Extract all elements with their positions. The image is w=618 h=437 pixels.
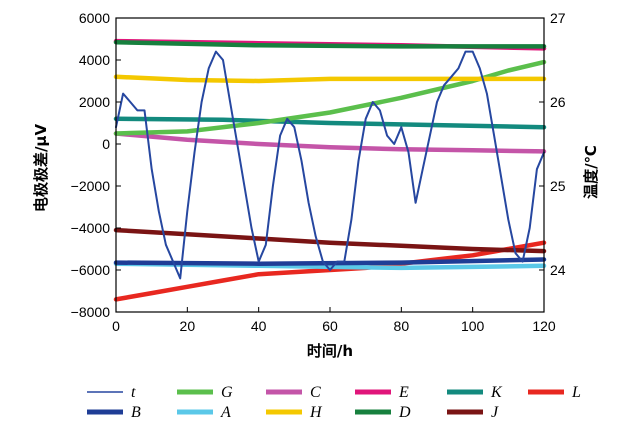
y-axis-left: 6000 4000 2000 0 −2000 −4000 −6000 −8000 xyxy=(71,10,121,320)
series-line-B xyxy=(113,257,547,266)
x-tick-label: 40 xyxy=(251,318,267,334)
y-axis-right-label: 温度/℃ xyxy=(582,145,600,199)
y-axis-left-label: 电极极差/μV xyxy=(32,124,50,213)
y-left-tick-label: −4000 xyxy=(71,220,111,236)
legend-label-H: H xyxy=(309,404,323,421)
series-line-H xyxy=(113,74,547,84)
y-left-tick-label: 0 xyxy=(102,136,110,152)
series-line-C xyxy=(113,131,547,154)
y-axis-right: 27 26 25 24 xyxy=(539,10,566,278)
y-left-tick-label: 6000 xyxy=(79,10,110,26)
legend-label-A: A xyxy=(220,404,231,421)
x-tick-label: 100 xyxy=(461,318,485,334)
legend-label-D: D xyxy=(398,404,411,421)
x-axis: 0 20 40 60 80 100 120 xyxy=(112,307,556,334)
series-line-G xyxy=(113,59,547,136)
y-left-tick-label: −6000 xyxy=(71,262,111,278)
legend-label-L: L xyxy=(571,384,581,401)
series-layer xyxy=(113,38,547,302)
x-tick-label: 60 xyxy=(322,318,338,334)
x-tick-label: 120 xyxy=(532,318,556,334)
y-left-tick-label: 4000 xyxy=(79,52,110,68)
y-left-tick-label: −2000 xyxy=(71,178,111,194)
x-tick-label: 0 xyxy=(112,318,120,334)
legend-label-C: C xyxy=(310,384,321,401)
series-line-D xyxy=(113,39,547,49)
legend-label-G: G xyxy=(221,384,233,401)
legend-label-B: B xyxy=(131,404,141,421)
y-right-tick-label: 24 xyxy=(550,262,566,278)
series-line-J xyxy=(113,227,547,254)
x-tick-label: 80 xyxy=(394,318,410,334)
series-line-K xyxy=(113,116,547,130)
legend-label-t: t xyxy=(131,384,136,401)
series-line-t xyxy=(115,50,545,280)
y-left-tick-label: 2000 xyxy=(79,94,110,110)
legend-label-K: K xyxy=(490,384,503,401)
y-left-tick-label: −8000 xyxy=(71,304,111,320)
y-right-tick-label: 26 xyxy=(550,94,566,110)
x-tick-label: 20 xyxy=(180,318,196,334)
x-axis-label: 时间/h xyxy=(307,342,353,360)
legend: t G C E K L B A H D J xyxy=(87,384,581,421)
y-right-tick-label: 25 xyxy=(550,178,566,194)
legend-label-J: J xyxy=(491,404,499,421)
y-right-tick-label: 27 xyxy=(550,10,566,26)
legend-label-E: E xyxy=(398,384,409,401)
